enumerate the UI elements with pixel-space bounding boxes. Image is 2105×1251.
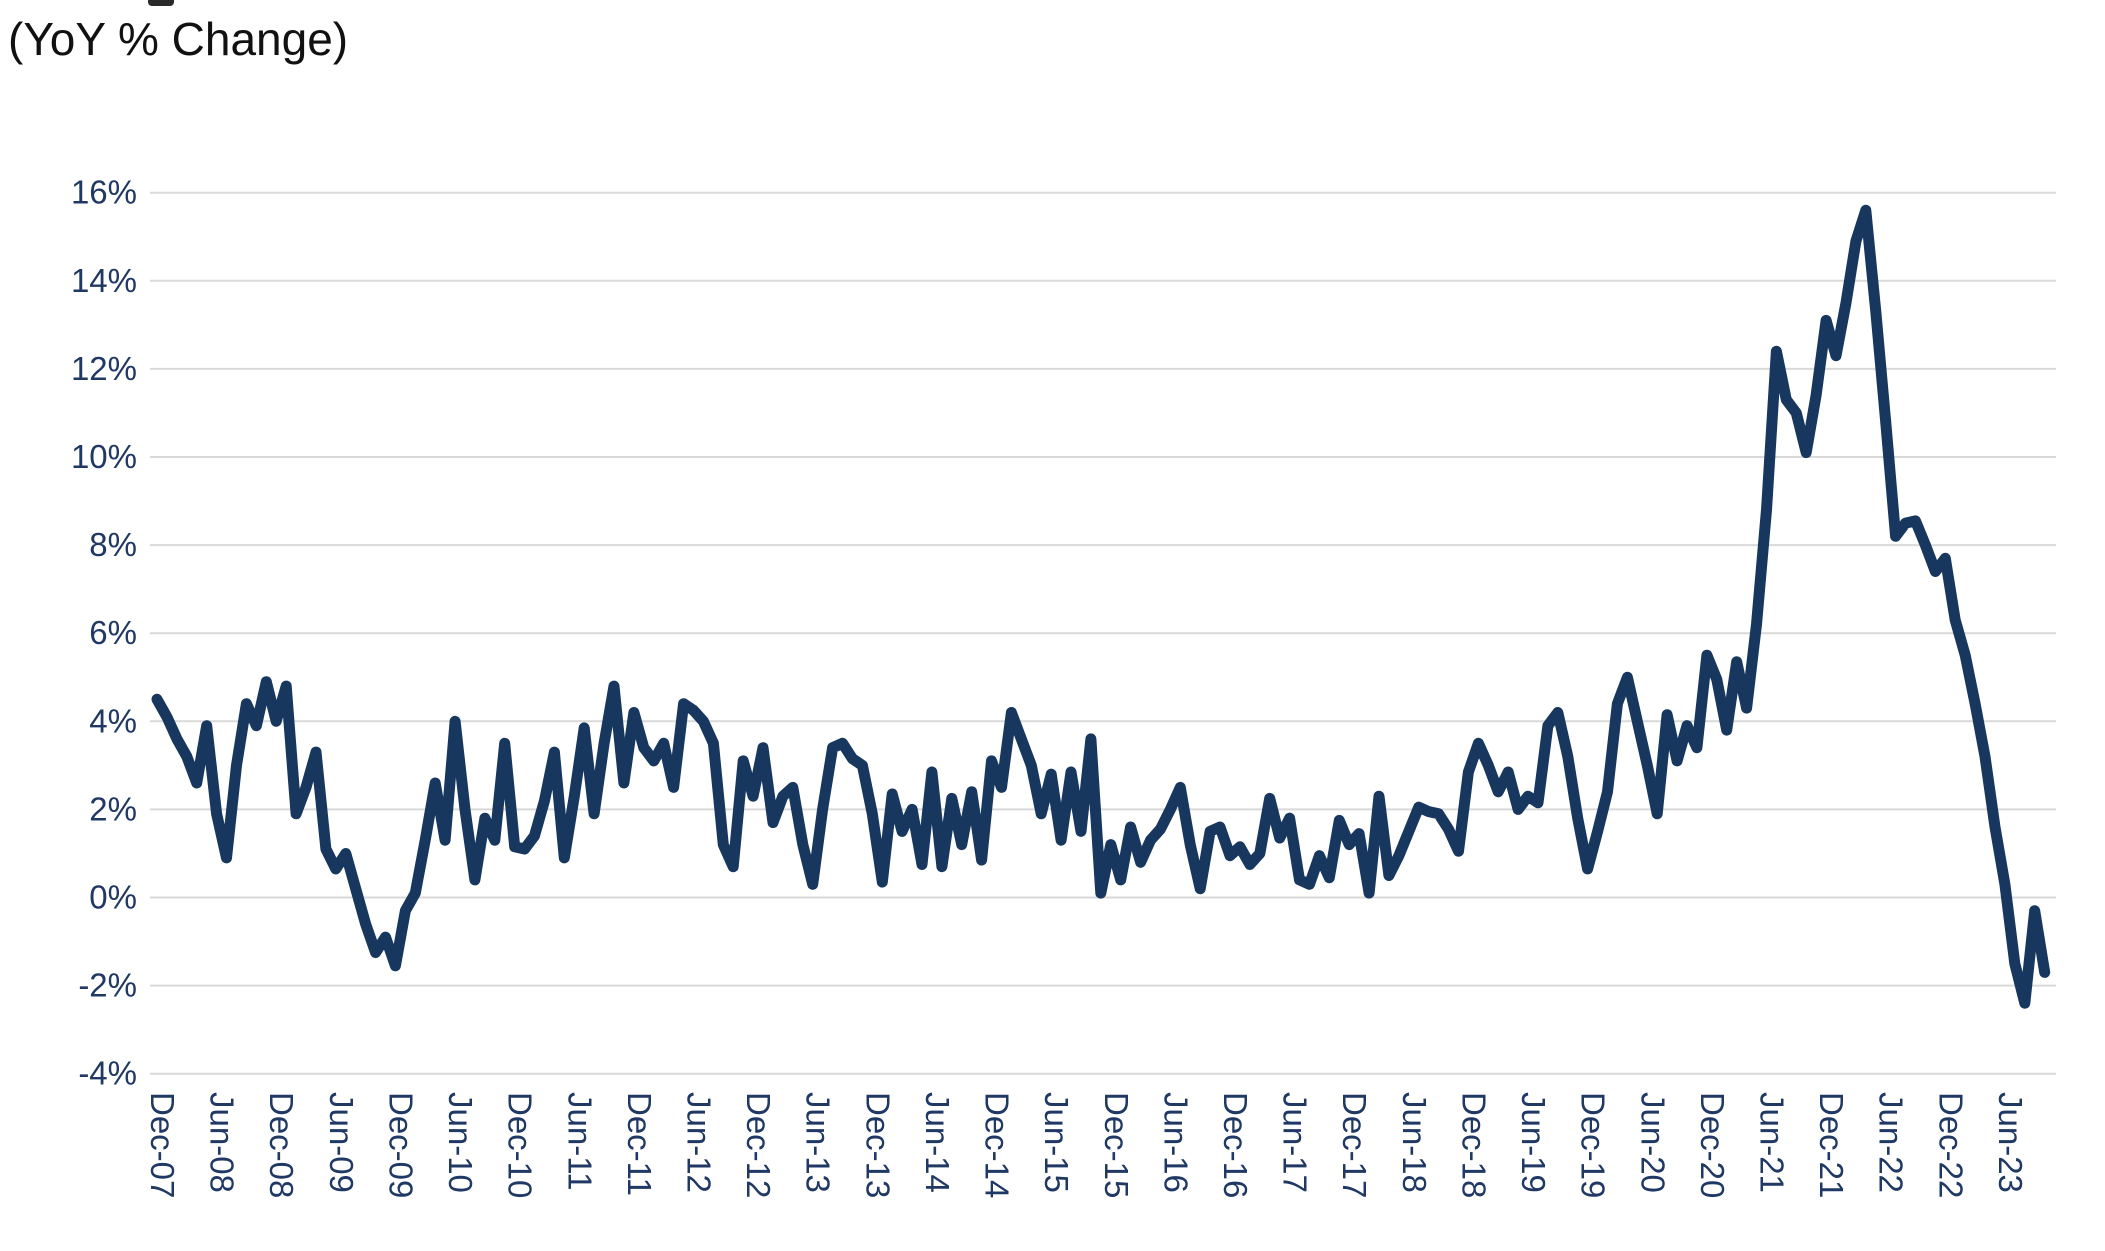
y-tick-label: 8%: [89, 526, 137, 563]
y-tick-label: -2%: [78, 967, 137, 1004]
x-tick-label: Jun-09: [323, 1092, 360, 1193]
y-axis-labels: 16% 14% 12% 10% 8% 6% 4% 2% 0% -2% -4%: [71, 174, 137, 1092]
x-tick-label: Jun-13: [800, 1092, 837, 1193]
y-tick-label: 12%: [71, 350, 137, 387]
y-tick-label: 2%: [89, 790, 137, 827]
x-tick-label: Dec-20: [1694, 1092, 1731, 1198]
chart-subtitle: (YoY % Change): [8, 13, 349, 65]
x-tick-label: Jun-10: [442, 1092, 479, 1193]
x-tick-label: Dec-09: [382, 1092, 419, 1198]
x-tick-label: Dec-14: [979, 1092, 1016, 1198]
x-tick-label: Dec-07: [144, 1092, 181, 1198]
x-tick-label: Jun-08: [204, 1092, 241, 1193]
x-tick-label: Jun-15: [1038, 1092, 1075, 1193]
x-tick-label: Jun-22: [1873, 1092, 1910, 1193]
x-tick-label: Jun-23: [1992, 1092, 2029, 1193]
y-tick-label: 10%: [71, 438, 137, 475]
x-tick-label: Jun-20: [1634, 1092, 1671, 1193]
x-tick-label: Dec-17: [1336, 1092, 1373, 1198]
y-tick-label: -4%: [78, 1055, 137, 1092]
gridlines: [150, 191, 2056, 1075]
x-tick-label: Dec-18: [1455, 1092, 1492, 1198]
x-tick-label: Jun-16: [1157, 1092, 1194, 1193]
x-axis-labels: Dec-07 Jun-08 Dec-08 Jun-09 Dec-09 Jun-10 Dec-…: [144, 1092, 2029, 1198]
x-tick-label: Dec-12: [740, 1092, 777, 1198]
x-tick-label: Dec-10: [502, 1092, 539, 1198]
y-tick-label: 0%: [89, 879, 137, 916]
x-tick-label: Dec-22: [1932, 1092, 1969, 1198]
x-tick-label: Dec-13: [859, 1092, 896, 1198]
x-tick-label: Dec-16: [1217, 1092, 1254, 1198]
x-tick-label: Dec-08: [263, 1092, 300, 1198]
x-tick-label: Jun-18: [1396, 1092, 1433, 1193]
x-tick-label: Jun-17: [1277, 1092, 1314, 1193]
x-tick-label: Jun-21: [1753, 1092, 1790, 1193]
y-tick-label: 6%: [89, 614, 137, 651]
y-tick-label: 16%: [71, 174, 137, 211]
x-tick-label: Dec-19: [1575, 1092, 1612, 1198]
x-tick-label: Jun-14: [919, 1092, 956, 1193]
x-tick-label: Dec-15: [1098, 1092, 1135, 1198]
cropped-title-fragment: [148, 0, 174, 6]
y-tick-label: 14%: [71, 262, 137, 299]
x-tick-label: Jun-12: [680, 1092, 717, 1193]
y-tick-label: 4%: [89, 702, 137, 739]
x-tick-label: Dec-11: [621, 1092, 658, 1196]
x-tick-label: Jun-11: [561, 1092, 598, 1190]
series-line: [151, 204, 2051, 1009]
x-tick-label: Dec-21: [1813, 1092, 1850, 1198]
x-tick-label: Jun-19: [1515, 1092, 1552, 1193]
